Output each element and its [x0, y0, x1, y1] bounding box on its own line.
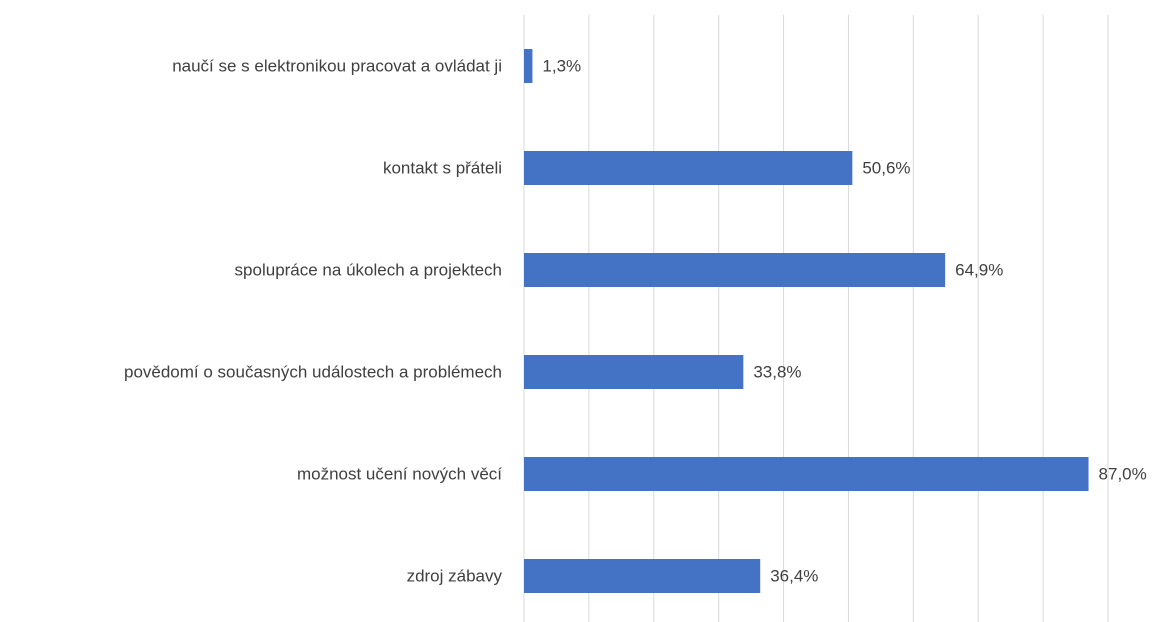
data-label: 50,6% [862, 158, 910, 177]
y-tick-label: zdroj zábavy [407, 566, 503, 585]
data-label: 36,4% [770, 566, 818, 585]
y-tick-label: spolupráce na úkolech a projektech [235, 260, 502, 279]
bar [524, 253, 946, 287]
bar [524, 151, 853, 185]
data-label: 87,0% [1099, 464, 1147, 483]
bar [524, 559, 761, 593]
y-tick-label: kontakt s přáteli [383, 158, 502, 177]
data-label: 64,9% [955, 260, 1003, 279]
bar [524, 457, 1089, 491]
data-label: 33,8% [753, 362, 801, 381]
data-label: 1,3% [542, 56, 581, 75]
y-tick-label: povědomí o současných událostech a probl… [124, 362, 502, 381]
y-tick-label: naučí se s elektronikou pracovat a ovlád… [172, 56, 502, 75]
bar [524, 49, 533, 83]
bar [524, 355, 744, 389]
y-tick-label: možnost učení nových věcí [297, 464, 502, 483]
